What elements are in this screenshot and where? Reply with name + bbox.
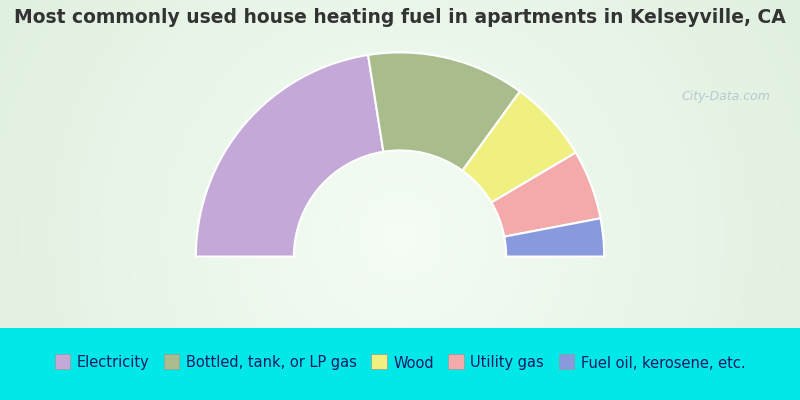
Text: City-Data.com: City-Data.com [681, 90, 770, 103]
Text: Most commonly used house heating fuel in apartments in Kelseyville, CA: Most commonly used house heating fuel in… [14, 8, 786, 27]
Legend: Electricity, Bottled, tank, or LP gas, Wood, Utility gas, Fuel oil, kerosene, et: Electricity, Bottled, tank, or LP gas, W… [49, 350, 751, 376]
Wedge shape [491, 153, 601, 237]
Wedge shape [504, 218, 604, 256]
Bar [0, 328, 800, 400]
Wedge shape [196, 55, 383, 256]
Wedge shape [368, 52, 520, 171]
Wedge shape [462, 92, 576, 202]
